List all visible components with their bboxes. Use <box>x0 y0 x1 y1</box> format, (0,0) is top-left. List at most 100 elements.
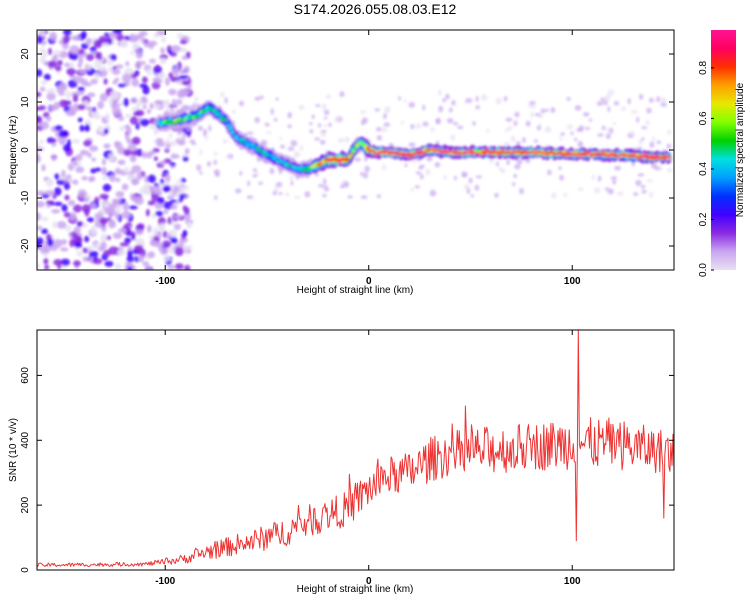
noise-speckle <box>94 72 100 81</box>
ridge-peak <box>195 114 200 118</box>
faint-speckle <box>648 97 655 103</box>
noise-speckle <box>182 229 188 237</box>
y-tick-label: 600 <box>20 367 31 384</box>
faint-speckle <box>197 125 203 131</box>
ridge-peak <box>659 157 663 160</box>
ridge-peak <box>355 144 359 148</box>
faint-speckle <box>430 126 435 132</box>
noise-speckle <box>89 250 99 257</box>
noise-speckle <box>179 69 186 75</box>
faint-speckle <box>574 105 582 111</box>
noise-speckle <box>47 60 58 68</box>
noise-speckle <box>172 185 180 193</box>
faint-speckle <box>605 133 611 140</box>
faint-speckle <box>252 168 258 172</box>
noise-speckle <box>182 205 188 212</box>
noise-speckle <box>142 85 150 95</box>
noise-speckle <box>128 205 138 210</box>
noise-speckle <box>136 172 143 180</box>
x-tick-label: 100 <box>564 576 581 587</box>
noise-speckle <box>44 264 50 270</box>
faint-speckle <box>463 184 470 190</box>
faint-speckle <box>194 96 199 103</box>
noise-speckle <box>132 42 140 51</box>
faint-speckle <box>641 126 648 130</box>
faint-speckle <box>435 118 440 124</box>
noise-speckle <box>157 72 166 80</box>
noise-speckle <box>114 204 122 214</box>
faint-speckle <box>208 124 212 132</box>
faint-speckle <box>403 99 407 103</box>
noise-speckle <box>83 197 90 203</box>
noise-speckle <box>124 67 134 76</box>
faint-speckle <box>323 124 327 128</box>
noise-speckle <box>159 160 166 166</box>
colorbar: 0.0 0.2 0.4 0.6 0.8 Normalized spectral ampl… <box>698 30 746 277</box>
ridge-peak <box>437 149 442 152</box>
faint-speckle <box>641 189 647 194</box>
faint-speckle <box>462 172 468 178</box>
noise-speckle <box>72 139 81 144</box>
noise-speckle <box>101 166 107 176</box>
noise-speckle <box>100 233 108 243</box>
noise-speckle <box>37 106 43 111</box>
ridge-peak <box>411 153 416 157</box>
faint-speckle <box>494 192 499 198</box>
noise-speckle <box>67 178 74 183</box>
faint-speckle <box>289 175 294 181</box>
faint-speckle <box>597 133 604 137</box>
noise-speckle <box>77 63 82 68</box>
noise-speckle <box>54 173 60 180</box>
faint-speckle <box>503 95 508 102</box>
noise-speckle <box>170 154 180 159</box>
faint-speckle <box>278 191 283 196</box>
noise-speckle <box>60 258 70 266</box>
noise-speckle <box>142 183 151 191</box>
noise-speckle <box>79 149 89 156</box>
faint-speckle <box>457 125 464 130</box>
faint-speckle <box>633 192 639 197</box>
colorbar-tick-label: 0.2 <box>698 212 709 226</box>
faint-speckle <box>534 113 541 117</box>
x-tick-label: -100 <box>155 576 175 587</box>
noise-speckle <box>58 130 69 138</box>
faint-speckle <box>656 96 661 103</box>
snr-series-line <box>37 330 674 568</box>
faint-speckle <box>500 168 506 174</box>
faint-speckle <box>184 194 190 199</box>
noise-speckle <box>181 80 191 86</box>
noise-speckle <box>90 168 97 174</box>
noise-speckle <box>157 197 165 204</box>
faint-speckle <box>544 126 552 133</box>
faint-speckle <box>453 175 457 181</box>
faint-speckle <box>374 108 381 112</box>
ridge-peak <box>501 150 506 153</box>
faint-speckle <box>442 98 446 103</box>
faint-speckle <box>287 112 293 119</box>
noise-speckle <box>89 145 99 152</box>
ridge-peak <box>241 138 246 143</box>
faint-speckle <box>645 119 650 125</box>
noise-speckle <box>138 83 148 88</box>
faint-speckle <box>443 175 448 180</box>
noise-speckle <box>168 141 178 146</box>
noise-speckle <box>123 97 129 107</box>
faint-speckle <box>323 185 329 189</box>
faint-speckle <box>570 131 574 136</box>
ridge-peak <box>226 124 231 127</box>
faint-speckle <box>239 100 244 107</box>
noise-speckle <box>156 141 165 147</box>
faint-speckle <box>515 141 521 146</box>
faint-speckle <box>246 195 254 200</box>
faint-speckle <box>170 165 175 169</box>
noise-speckle <box>108 246 119 256</box>
faint-speckle <box>287 146 295 151</box>
faint-speckle <box>176 179 183 185</box>
noise-speckle <box>141 76 148 84</box>
noise-speckle <box>97 125 104 133</box>
noise-speckle <box>115 191 125 198</box>
noise-speckle <box>184 264 191 270</box>
faint-speckle <box>628 131 635 136</box>
faint-speckle <box>319 139 326 145</box>
noise-speckle <box>114 141 120 147</box>
